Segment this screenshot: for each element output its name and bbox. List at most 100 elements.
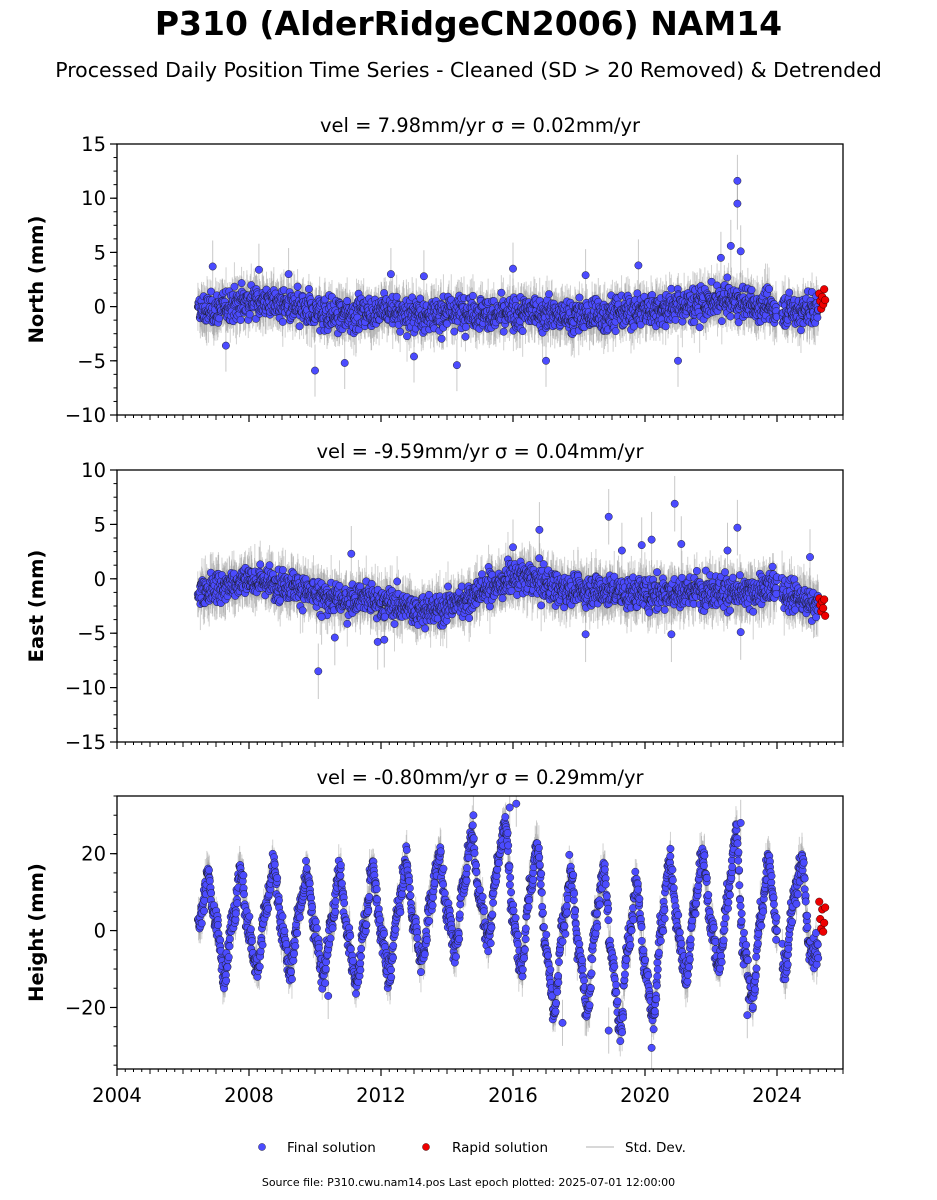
data-point: [452, 952, 460, 961]
data-point: [544, 951, 552, 960]
page-title: P310 (AlderRidgeCN2006) NAM14: [154, 4, 783, 43]
data-point: [674, 356, 682, 365]
data-point: [551, 1007, 560, 1016]
data-point: [270, 860, 279, 869]
data-point: [524, 903, 533, 911]
data-point: [554, 978, 563, 987]
data-point: [207, 287, 216, 296]
y-axis-label: North (mm): [25, 216, 48, 344]
data-point: [497, 288, 506, 297]
data-point: [343, 619, 352, 628]
data-point: [475, 885, 484, 894]
data-point: [430, 879, 439, 887]
data-point: [717, 317, 726, 326]
data-point: [258, 941, 267, 949]
data-point: [455, 910, 464, 919]
data-point: [222, 976, 231, 985]
data-point: [298, 606, 307, 615]
y-tick-label: −15: [65, 731, 106, 754]
data-point: [723, 273, 732, 282]
y-axis-label: Height (mm): [25, 863, 48, 1002]
data-point: [678, 573, 686, 582]
data-point: [546, 965, 555, 974]
data-point: [736, 247, 745, 256]
data-point: [393, 577, 402, 586]
data-point: [690, 318, 699, 326]
data-point: [677, 540, 686, 548]
data-point: [302, 864, 311, 873]
data-point: [380, 929, 388, 938]
data-point: [308, 903, 317, 911]
data-point: [364, 907, 373, 916]
data-point: [439, 864, 448, 873]
data-point: [716, 253, 725, 262]
final-solution-points: [193, 176, 823, 375]
data-point: [248, 937, 256, 945]
data-point: [398, 890, 406, 899]
data-point: [278, 566, 287, 574]
data-point: [768, 562, 777, 571]
data-point: [357, 952, 365, 961]
data-point: [535, 860, 544, 869]
data-point: [521, 935, 530, 944]
data-point: [509, 906, 518, 915]
data-point: [509, 543, 517, 552]
data-point: [402, 846, 411, 854]
data-point: [806, 553, 814, 561]
data-point: [295, 322, 304, 331]
rapid-point: [819, 604, 828, 613]
data-point: [392, 292, 401, 301]
data-point: [493, 865, 502, 874]
data-point: [444, 582, 452, 591]
data-point: [797, 326, 805, 335]
data-point: [264, 904, 273, 913]
data-point: [463, 864, 471, 872]
data-point: [461, 323, 470, 331]
data-point: [197, 919, 206, 928]
data-point: [671, 315, 680, 324]
data-point: [506, 880, 514, 889]
data-point: [645, 608, 654, 617]
data-point: [509, 264, 517, 273]
data-point: [321, 964, 330, 973]
data-point: [695, 323, 704, 332]
data-point: [486, 602, 494, 611]
data-point: [472, 868, 481, 877]
data-point: [215, 314, 224, 323]
data-point: [225, 935, 234, 943]
data-point: [478, 892, 487, 901]
data-point: [436, 847, 445, 856]
data-point: [291, 942, 300, 950]
data-point: [456, 900, 465, 909]
final-solution-points: [194, 799, 823, 1052]
data-point: [469, 834, 478, 843]
data-point: [507, 587, 516, 595]
data-point: [314, 943, 323, 952]
data-point: [405, 884, 414, 893]
data-point: [537, 601, 546, 610]
data-point: [389, 941, 398, 950]
data-point: [489, 898, 498, 907]
data-point: [723, 546, 732, 555]
data-point: [340, 899, 349, 908]
data-point: [302, 857, 310, 865]
data-point: [455, 935, 464, 943]
data-point: [539, 908, 547, 917]
data-point: [488, 910, 497, 919]
data-point: [396, 908, 405, 917]
data-point: [503, 829, 512, 837]
data-point: [331, 897, 340, 906]
data-point: [734, 318, 743, 327]
data-point: [282, 940, 291, 949]
data-point: [422, 936, 431, 944]
data-point: [338, 879, 346, 888]
data-point: [413, 934, 422, 943]
data-point: [245, 310, 254, 319]
data-point: [499, 327, 508, 336]
panel-title: vel = 7.98mm/yr σ = 0.02mm/yr: [320, 114, 641, 137]
final-solution-points: [193, 499, 823, 676]
